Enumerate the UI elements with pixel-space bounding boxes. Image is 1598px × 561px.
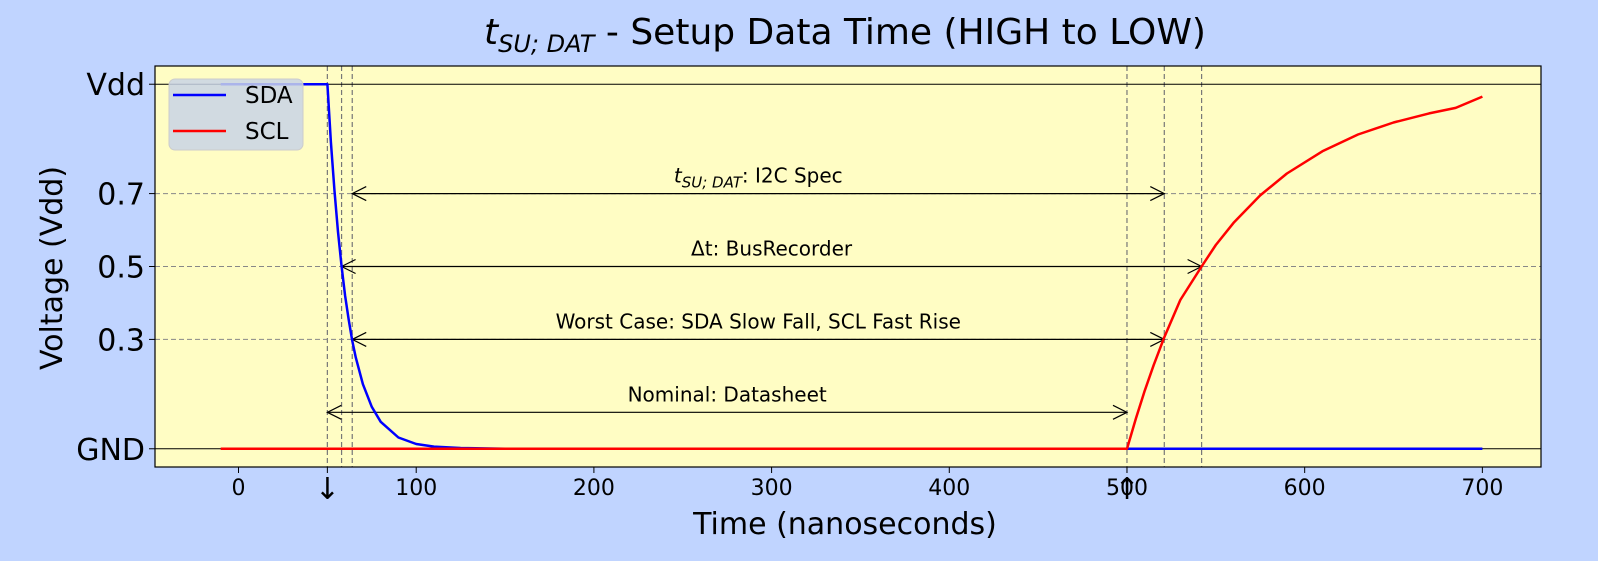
- annotation-text: : I2C Spec: [742, 164, 843, 188]
- title-subscript: SU; DAT: [498, 30, 597, 58]
- x-tick-label: 500: [1106, 476, 1148, 501]
- annotation-subscript: SU; DAT: [682, 174, 744, 192]
- x-axis-label: Time (nanoseconds): [692, 507, 997, 542]
- y-axis-ticks: GND 0.3 0.5 0.7 Vdd: [76, 68, 155, 468]
- y-axis-label: Voltage (Vdd): [35, 166, 70, 370]
- rising-edge-arrow: ↑: [1114, 472, 1139, 507]
- arrowhead-left: [326, 404, 342, 420]
- arrowhead-right: [1150, 186, 1166, 202]
- annotation-label: tSU; DAT: I2C Spec: [674, 164, 843, 192]
- y-tick-label: Vdd: [86, 68, 145, 103]
- falling-edge-arrow: ↓: [315, 472, 340, 507]
- x-tick-label: 100: [395, 476, 437, 501]
- annotation-label: Δt: BusRecorder: [691, 237, 853, 261]
- annotations: tSU; DAT: I2C Spec Δt: BusRecorder Worst C…: [326, 164, 1203, 420]
- annotation-label: Nominal: Datasheet: [628, 382, 827, 406]
- chart-title: tSU; DAT - Setup Data Time (HIGH to LOW): [484, 12, 1206, 58]
- x-tick-label: 200: [573, 476, 615, 501]
- legend: SDA SCL: [168, 78, 304, 151]
- y-tick-label: GND: [76, 433, 145, 468]
- legend-label-sda: SDA: [245, 83, 293, 109]
- annotation-text: Nominal: Datasheet: [628, 382, 827, 406]
- x-tick-label: 700: [1461, 476, 1503, 501]
- x-tick-label: 0: [232, 476, 246, 501]
- annotation-symbol: t: [674, 164, 683, 188]
- annotation-text: Δt: BusRecorder: [691, 237, 853, 261]
- title-text: - Setup Data Time (HIGH to LOW): [594, 12, 1206, 53]
- title-symbol: t: [484, 12, 500, 53]
- arrowhead-left: [350, 186, 367, 202]
- annotation-label: Worst Case: SDA Slow Fall, SCL Fast Rise: [556, 309, 961, 333]
- x-tick-label: 600: [1284, 476, 1326, 501]
- y-tick-label: 0.5: [97, 251, 145, 286]
- y-tick-label: 0.3: [97, 323, 145, 358]
- series-line-scl: [220, 95, 1483, 451]
- arrowhead-right: [1112, 404, 1129, 420]
- y-tick-label: 0.7: [97, 178, 145, 213]
- legend-label-scl: SCL: [245, 119, 289, 145]
- x-tick-label: 300: [751, 476, 793, 501]
- series-lines: [220, 82, 1483, 451]
- annotation-text: Worst Case: SDA Slow Fall, SCL Fast Rise: [556, 309, 961, 333]
- x-axis-ticks: 0 100 200 300 400 500 600 700 ↓ ↑: [232, 467, 1503, 507]
- x-tick-label: 400: [928, 476, 970, 501]
